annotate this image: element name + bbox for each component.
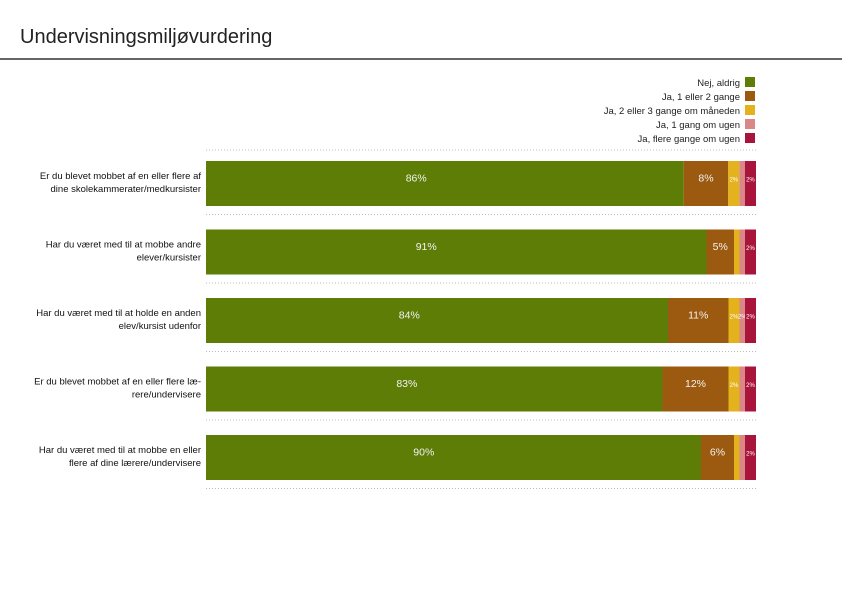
legend-label: Ja, 1 eller 2 gange — [662, 92, 740, 103]
bar-segment — [734, 229, 740, 275]
category-label: Er du blevet mobbet af en eller flere læ… — [34, 377, 201, 388]
data-label: 2% — [746, 178, 755, 184]
legend-label: Nej, aldrig — [697, 78, 740, 89]
bar-segment — [668, 298, 729, 343]
category-label: Har du været med til at holde en anden — [36, 308, 201, 319]
data-label: 86% — [406, 173, 427, 185]
bar-segment — [745, 366, 756, 412]
bar-segment — [739, 366, 745, 412]
category-label: dine skolekammerater/medkursister — [51, 184, 201, 195]
bar-segment — [739, 229, 745, 275]
category-label: Har du været med til at mobbe en eller — [39, 445, 201, 456]
bar-segment — [734, 435, 740, 480]
legend-swatch — [745, 77, 755, 87]
bar-segment — [739, 298, 745, 343]
bar-segment — [745, 298, 756, 343]
legend-label: Ja, flere gange om ugen — [638, 134, 740, 145]
legend-swatch — [745, 119, 755, 129]
page-title: Undervisningsmiljøvurdering — [20, 26, 273, 48]
bar-segment — [739, 435, 745, 480]
bar-segment — [728, 298, 740, 343]
category-label: elev/kursist udenfor — [119, 321, 201, 332]
bar-segment — [745, 229, 756, 275]
legend-label: Ja, 1 gang om ugen — [656, 120, 740, 131]
bar-segment — [206, 229, 707, 275]
bar-segment — [745, 435, 756, 480]
bar-segment — [206, 366, 663, 412]
bar-segment — [683, 161, 729, 206]
data-label: 2% — [746, 315, 755, 321]
legend-label: Ja, 2 eller 3 gange om måneden — [604, 106, 740, 117]
bar-segment — [728, 366, 740, 412]
data-label: 2% — [730, 383, 739, 389]
data-label: 91% — [416, 241, 437, 253]
data-label: 11% — [688, 310, 708, 322]
bar-segment — [206, 161, 684, 206]
bar-segment — [206, 435, 701, 480]
category-label: flere af dine lærere/undervisere — [69, 458, 201, 469]
category-label: rere/undervisere — [132, 390, 201, 401]
category-label: Er du blevet mobbet af en eller flere af — [40, 171, 201, 182]
legend-swatch — [745, 105, 755, 115]
bar-segment — [728, 161, 740, 206]
data-label: 83% — [396, 378, 417, 390]
data-label: 5% — [713, 241, 728, 253]
legend-swatch — [745, 133, 755, 143]
data-label: 6% — [710, 447, 725, 459]
data-label: 2% — [746, 452, 755, 458]
bar-segment — [662, 366, 729, 412]
bar-segment — [739, 161, 745, 206]
data-label: 2% — [746, 383, 755, 389]
data-label: 2% — [729, 178, 738, 184]
title-divider — [0, 58, 842, 60]
data-label: 8% — [698, 173, 713, 185]
bar-segment — [706, 229, 734, 275]
category-label: Har du været med til at mobbe andre — [46, 240, 201, 251]
bar-segment — [744, 161, 756, 206]
data-label: 2% — [730, 315, 739, 321]
legend-swatch — [745, 91, 755, 101]
bar-segment — [206, 298, 668, 343]
data-label: 84% — [399, 310, 420, 322]
data-label: 90% — [413, 447, 434, 459]
data-label: 2% — [738, 315, 747, 321]
data-label: 12% — [685, 378, 706, 390]
data-label: 2% — [746, 246, 755, 252]
category-label: elever/kursister — [137, 253, 201, 264]
bar-segment — [701, 435, 734, 480]
